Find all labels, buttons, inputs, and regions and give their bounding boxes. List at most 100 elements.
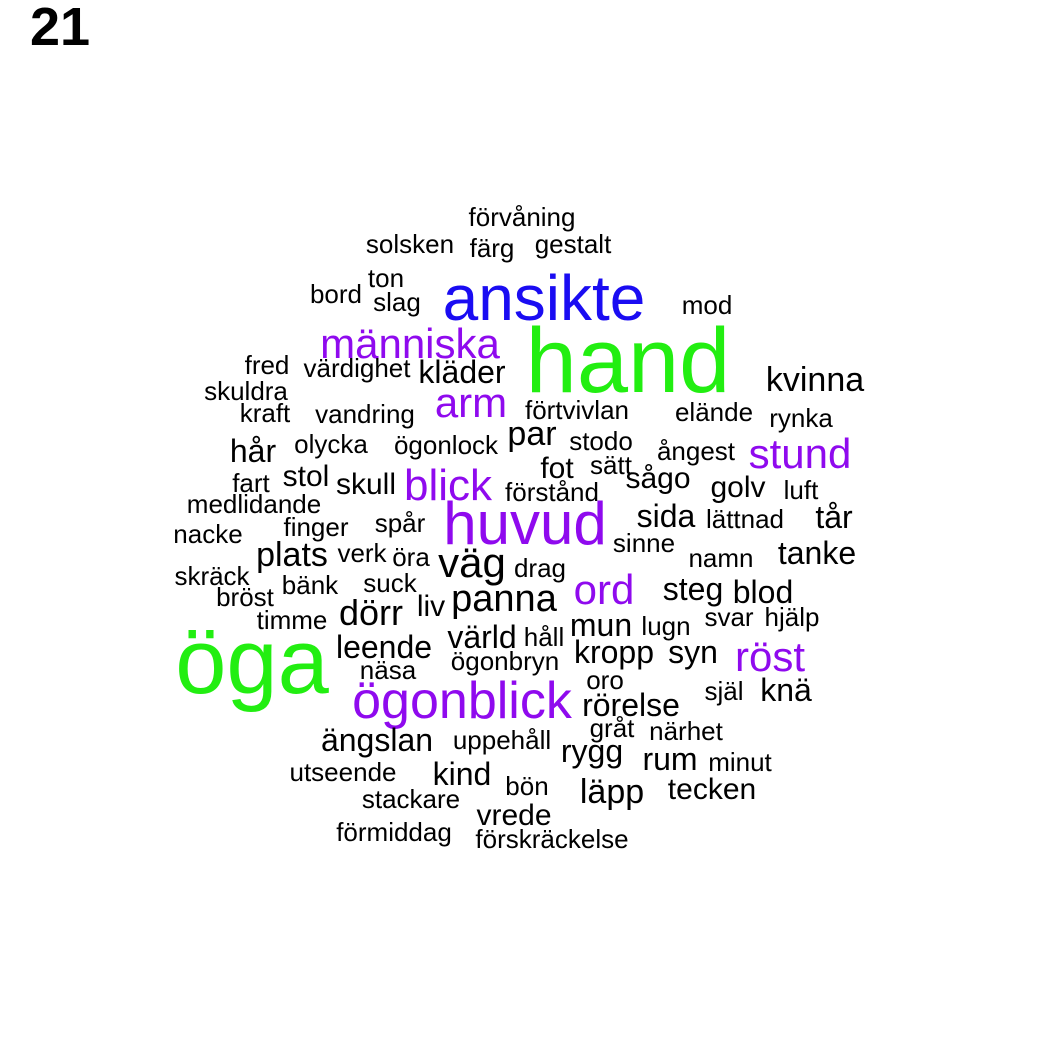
- word-manniska: människa: [320, 320, 500, 367]
- word-arm: arm: [435, 379, 507, 426]
- word-kraft: kraft: [240, 398, 291, 428]
- word-slag: slag: [373, 287, 421, 317]
- word-huvud: huvud: [443, 490, 606, 557]
- word-minut: minut: [708, 747, 772, 777]
- word-rorelse: rörelse: [582, 687, 680, 723]
- word-ogonlock: ögonlock: [394, 430, 499, 460]
- word-kropp: kropp: [574, 634, 654, 670]
- word-forvaning: förvåning: [469, 202, 576, 232]
- word-utseende: utseende: [290, 757, 397, 787]
- word-ansikte: ansikte: [443, 262, 646, 334]
- word-oro: oro: [586, 665, 624, 695]
- word-angslan: ängslan: [321, 722, 433, 758]
- word-suck: suck: [363, 568, 417, 598]
- word-drag: drag: [514, 553, 566, 583]
- word-skrack: skräck: [174, 561, 250, 591]
- word-formiddag: förmiddag: [336, 817, 452, 847]
- word-namn: namn: [688, 543, 753, 573]
- word-oga: öga: [175, 611, 329, 713]
- word-grat: gråt: [590, 713, 636, 743]
- word-angest: ångest: [657, 436, 736, 466]
- word-ton: ton: [368, 263, 404, 293]
- word-ora: öra: [392, 542, 430, 572]
- word-bord: bord: [310, 279, 362, 309]
- word-ogonblick: ögonblick: [352, 672, 573, 730]
- word-vandring: vandring: [315, 399, 415, 429]
- word-mun: mun: [570, 607, 632, 643]
- word-luft: luft: [784, 475, 819, 505]
- word-leende: leende: [336, 629, 432, 665]
- word-kvinna: kvinna: [766, 361, 864, 399]
- word-vrede: vrede: [476, 799, 551, 832]
- word-stund: stund: [749, 430, 852, 477]
- word-verk: verk: [337, 538, 387, 568]
- word-finger: finger: [283, 512, 348, 542]
- word-fred: fred: [245, 350, 290, 380]
- word-steg: steg: [663, 571, 723, 607]
- word-blod: blod: [733, 574, 794, 610]
- word-varld: värld: [447, 619, 516, 655]
- word-bank: bänk: [282, 570, 339, 600]
- word-narhet: närhet: [649, 716, 723, 746]
- word-fot: fot: [540, 452, 574, 485]
- page-number: 21: [30, 0, 91, 57]
- word-medlidande: medlidande: [187, 489, 321, 519]
- word-forstand: förstånd: [505, 477, 599, 507]
- word-golv: golv: [710, 471, 765, 504]
- word-nacke: nacke: [173, 519, 242, 549]
- word-panna: panna: [451, 578, 558, 620]
- word-har: hår: [230, 433, 277, 469]
- word-klader: kläder: [418, 354, 506, 390]
- word-hjalp: hjälp: [765, 602, 820, 632]
- word-rum: rum: [642, 741, 697, 777]
- word-fart: fart: [232, 468, 270, 498]
- word-tecken: tecken: [668, 773, 756, 806]
- word-plats: plats: [256, 536, 328, 574]
- word-dorr: dörr: [339, 592, 403, 633]
- word-gestalt: gestalt: [535, 229, 612, 259]
- word-satt: sätt: [590, 450, 633, 480]
- word-stackare: stackare: [362, 784, 460, 814]
- word-blick: blick: [404, 461, 493, 510]
- word-kna: knä: [760, 672, 812, 708]
- word-stodo: stodo: [569, 426, 633, 456]
- word-mod: mod: [682, 290, 733, 320]
- word-skull: skull: [336, 468, 396, 501]
- word-uppehall: uppehåll: [453, 725, 551, 755]
- word-lugn: lugn: [641, 611, 690, 641]
- word-timme: timme: [257, 605, 328, 635]
- word-vag: väg: [438, 539, 506, 586]
- word-par: par: [507, 415, 556, 453]
- word-ord: ord: [574, 566, 635, 613]
- word-hall: håll: [524, 622, 564, 652]
- word-svar: svar: [704, 602, 753, 632]
- word-sinne: sinne: [613, 528, 675, 558]
- word-tanke: tanke: [778, 535, 856, 571]
- word-skuldra: skuldra: [204, 376, 288, 406]
- word-forskrackelse: förskräckelse: [475, 824, 628, 854]
- word-rygg: rygg: [561, 733, 623, 769]
- word-vardighet: värdighet: [304, 353, 412, 383]
- word-sida: sida: [637, 498, 696, 534]
- word-brost: bröst: [216, 582, 275, 612]
- word-solsken: solsken: [366, 229, 454, 259]
- word-olycka: olycka: [294, 429, 368, 459]
- word-bon: bön: [505, 771, 548, 801]
- word-stol: stol: [283, 460, 330, 493]
- word-syn: syn: [668, 634, 718, 670]
- word-hand: hand: [526, 310, 731, 412]
- word-rost: röst: [735, 633, 805, 680]
- word-sjal: själ: [704, 676, 743, 706]
- word-nasa: näsa: [360, 655, 417, 685]
- word-lattnad: lättnad: [706, 504, 784, 534]
- word-elande: elände: [675, 397, 753, 427]
- word-rynka: rynka: [769, 403, 833, 433]
- word-sago: sågo: [625, 462, 690, 495]
- word-kind: kind: [433, 756, 492, 792]
- word-liv: liv: [417, 590, 445, 623]
- word-farg: färg: [470, 233, 515, 263]
- word-spar: spår: [375, 508, 426, 538]
- word-lapp: läpp: [580, 773, 644, 811]
